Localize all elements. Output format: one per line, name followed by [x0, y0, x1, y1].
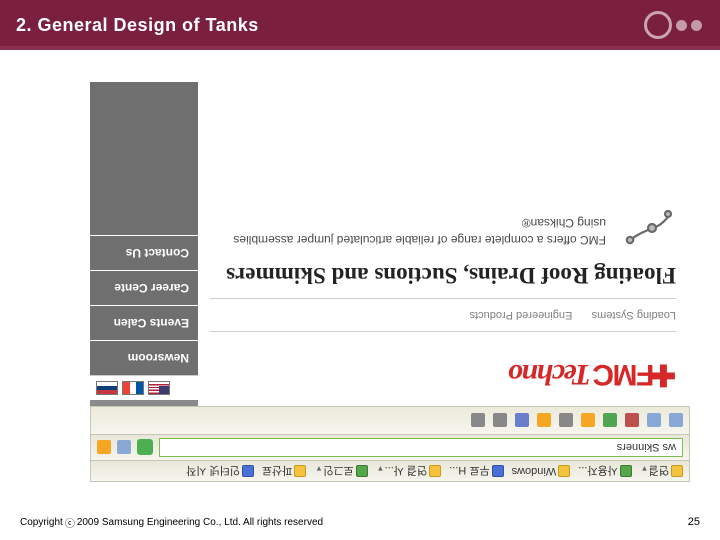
bookmarks-toolbar: 연결▾ 사용자... Windows 무료 H... 연결 사...▾ 로그인▾… [90, 460, 690, 482]
flag-us-icon[interactable] [148, 381, 170, 395]
header-decoration [644, 11, 702, 39]
sidebar-item[interactable]: Newsroom [90, 340, 198, 375]
flag-fr-icon[interactable] [122, 381, 144, 395]
search-icon[interactable] [559, 414, 573, 428]
slide-content: 연결▾ 사용자... Windows 무료 H... 연결 사...▾ 로그인▾… [0, 50, 720, 504]
sidebar-item[interactable]: Events Calen [90, 305, 198, 340]
nav-toolbar [90, 406, 690, 434]
mail-icon[interactable] [493, 414, 507, 428]
go-button[interactable] [137, 440, 153, 456]
page-title: Floating Roof Drains, Suctions and Skimm… [210, 262, 676, 288]
crumb-item[interactable]: Loading Systems [588, 309, 676, 321]
back-icon[interactable] [669, 414, 683, 428]
crumb-item[interactable]: Engineered Products [466, 309, 573, 321]
copyright-icon: ⓒ [65, 515, 75, 530]
copyright-text: Copyright ⓒ 2009 Samsung Engineering Co.… [20, 515, 323, 530]
page-sidebar: Newsroom Events Calen Career Cente Conta… [90, 82, 198, 406]
url-input[interactable] [166, 442, 676, 454]
bookmark-item[interactable]: 무료 H... [449, 463, 503, 479]
nav-icon[interactable] [117, 441, 131, 455]
sidebar-item[interactable]: Contact Us [90, 235, 198, 270]
stop-icon[interactable] [625, 414, 639, 428]
bookmark-item[interactable]: 로그인▾ [314, 463, 367, 479]
fmc-logo: ✚FMCTechno [509, 357, 676, 392]
bookmark-item[interactable]: 연결 사...▾ [376, 463, 442, 479]
print-icon[interactable] [471, 414, 485, 428]
slide-title: 2. General Design of Tanks [16, 15, 259, 36]
forward-icon[interactable] [647, 414, 661, 428]
refresh-icon[interactable] [603, 414, 617, 428]
bookmark-item[interactable]: 파산료 [262, 463, 306, 479]
slide-footer: Copyright ⓒ 2009 Samsung Engineering Co.… [0, 504, 720, 540]
bookmark-item[interactable]: 인터넷 시작 [186, 463, 254, 479]
bookmark-item[interactable]: Windows [512, 465, 571, 477]
product-illustration [620, 206, 676, 248]
home-icon[interactable] [581, 414, 595, 428]
slide-header: 2. General Design of Tanks [0, 0, 720, 50]
sidebar-item[interactable]: Career Cente [90, 270, 198, 305]
favorites-icon[interactable] [537, 414, 551, 428]
breadcrumb: Loading Systems Engineered Products [210, 309, 676, 321]
page-main: ✚FMCTechno Loading Systems Engineered Pr… [198, 82, 690, 406]
nav-icon[interactable] [97, 441, 111, 455]
flag-rs-icon[interactable] [96, 381, 118, 395]
bookmark-item[interactable]: 사용자... [578, 463, 632, 479]
body-text: FMC offers a complete range of reliable … [210, 206, 606, 248]
history-icon[interactable] [515, 414, 529, 428]
page-number: 25 [688, 516, 700, 528]
bookmark-item[interactable]: 연결▾ [640, 463, 683, 479]
browser-screenshot: 연결▾ 사용자... Windows 무료 H... 연결 사...▾ 로그인▾… [90, 82, 690, 482]
address-bar [90, 434, 690, 460]
language-flags [90, 375, 198, 400]
